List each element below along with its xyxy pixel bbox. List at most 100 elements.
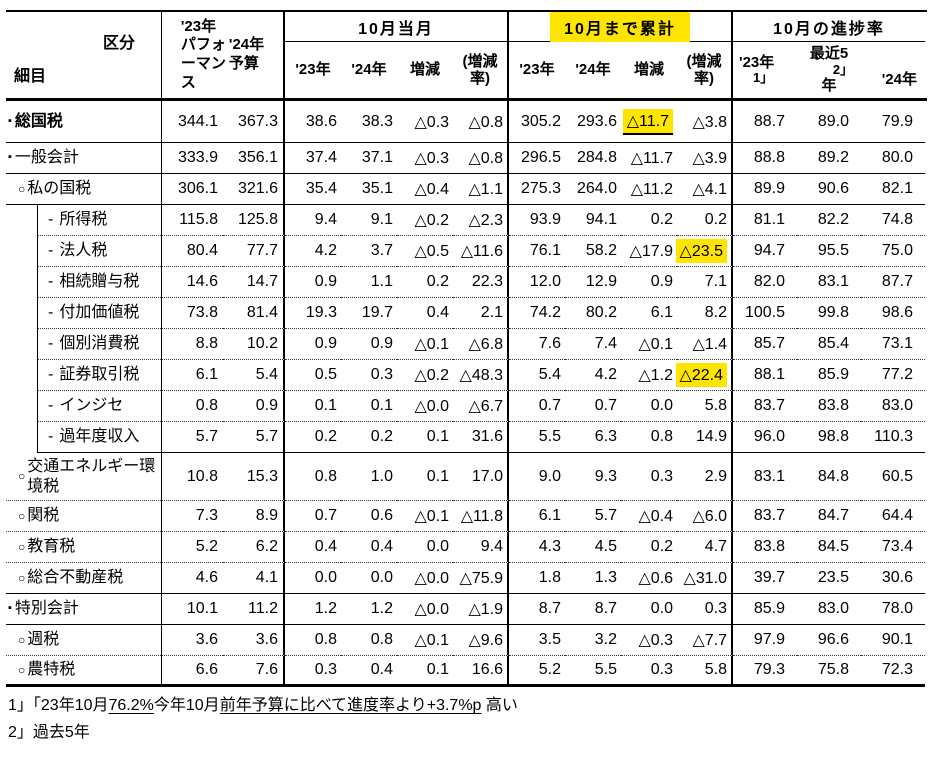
cell-budget-24: 356.1: [223, 143, 285, 174]
footnote-2: 2」過去5年: [8, 723, 90, 741]
cell-oct-2: 0.2: [397, 267, 453, 298]
cell-cum-2: △17.9: [621, 236, 677, 267]
cell-oct-2: 0.0: [397, 532, 453, 563]
cell-cum-1: 0.7: [565, 391, 621, 422]
cell-value: 0.8: [314, 631, 337, 648]
cell-oct-1: 38.3: [341, 101, 397, 143]
cell-cum-0: 9.0: [509, 453, 565, 501]
cell-value: 64.4: [881, 507, 913, 524]
cell-cum-2: △0.4: [621, 501, 677, 532]
cell-value: 5.2: [195, 538, 218, 555]
cell-value: △9.6: [468, 632, 503, 649]
cell-value: 0.0: [650, 397, 673, 414]
cell-oct-0: 0.5: [285, 360, 341, 391]
row-bullet: -: [48, 366, 54, 383]
cell-value: 14.6: [186, 273, 218, 290]
cell-value: 96.6: [817, 631, 849, 648]
cell-oct-2: △0.2: [397, 205, 453, 236]
cell-value: 0.5: [314, 366, 337, 383]
cell-value: 1.8: [538, 569, 561, 586]
cell-value: 8.7: [594, 600, 617, 617]
cell-value: 37.1: [361, 149, 393, 166]
cell-value: 7.4: [594, 335, 617, 352]
cell-value: 88.8: [753, 149, 785, 166]
cell-value: △11.2: [630, 181, 673, 198]
row-label-cell: ○ 農特税: [6, 656, 162, 687]
cell-value: 0.3: [650, 467, 673, 485]
cell-oct-2: △0.0: [397, 594, 453, 625]
cell-oct-1: 1.0: [341, 453, 397, 501]
cell-value: 4.1: [255, 569, 278, 586]
subheader-cum-y23: '23年: [519, 61, 555, 79]
cell-value: △0.0: [414, 398, 449, 415]
cell-prog-1: 84.5: [797, 532, 861, 563]
cell-oct-3: △2.3: [453, 205, 509, 236]
cell-oct-1: 1.1: [341, 267, 397, 298]
cell-oct-2: 0.4: [397, 298, 453, 329]
cell-value: 17.0: [471, 467, 503, 485]
cell-value: 8.8: [195, 335, 218, 352]
cell-value: △0.8: [468, 113, 503, 131]
cell-value: 77.2: [881, 366, 913, 383]
cell-value: △1.2: [638, 367, 673, 384]
cell-value: 284.8: [576, 149, 617, 166]
cell-cum-0: 76.1: [509, 236, 565, 267]
cell-value: 5.4: [538, 366, 561, 383]
cell-value: 0.3: [370, 366, 393, 383]
row-bullet: ○: [18, 469, 26, 483]
row-label-cell: ▪ 一般会計: [6, 143, 162, 174]
cell-value: 16.6: [471, 661, 503, 678]
row-bullet: ▪: [8, 602, 12, 615]
cell-budget-24: 4.1: [223, 563, 285, 594]
cell-perf-23: 80.4: [162, 236, 223, 267]
cell-value: 100.5: [744, 304, 785, 321]
cell-oct-3: 9.4: [453, 532, 509, 563]
subheader-prog-y24: '24年: [881, 70, 917, 88]
cell-value: 75.8: [817, 661, 849, 678]
cell-value: 5.5: [594, 661, 617, 678]
cell-value: 5.7: [255, 428, 278, 445]
cell-cum-3: 0.2: [677, 205, 733, 236]
cell-value: 93.9: [529, 211, 561, 228]
cell-prog-1: 23.5: [797, 563, 861, 594]
cell-cum-1: 6.3: [565, 422, 621, 453]
cell-value: 356.1: [237, 149, 278, 166]
cell-value: 110.3: [874, 428, 913, 445]
cell-value: 6.1: [650, 304, 673, 321]
tree-indent-line: [6, 391, 38, 422]
cell-oct-0: 38.6: [285, 101, 341, 143]
row-label: 所得税: [59, 211, 108, 228]
cell-value: △22.4: [675, 363, 727, 387]
cell-value: 0.3: [650, 661, 673, 678]
row-label: 証券取引税: [59, 366, 140, 383]
table-row: - 付加価値税 73.8 81.4 19.3 19.7 0.4 2.1 74.2 80.2 6.1 8…: [6, 298, 927, 329]
footnote-1: 1」「23年10月76.2%今年10月前年予算に比べて進度率より+3.7%p 高…: [8, 697, 518, 714]
cell-value: 3.2: [594, 631, 617, 648]
cell-prog-1: 89.2: [797, 143, 861, 174]
cell-value: 6.2: [255, 538, 278, 555]
cell-value: 0.0: [370, 569, 393, 586]
cell-value: 15.3: [246, 467, 278, 485]
cell-value: 19.3: [305, 304, 337, 321]
cell-cum-2: △0.3: [621, 625, 677, 656]
row-label-cell: ▪ 総国税: [6, 101, 162, 143]
cell-perf-23: 306.1: [162, 174, 223, 205]
cell-value: 73.1: [881, 335, 913, 352]
cell-cum-3: △7.7: [677, 625, 733, 656]
cell-oct-0: 9.4: [285, 205, 341, 236]
subheader-oct-rate: (増減 率): [453, 42, 509, 98]
subheader-oct-y23: '23年: [295, 61, 331, 79]
cell-value: 38.6: [305, 112, 337, 130]
cell-cum-0: 12.0: [509, 267, 565, 298]
cell-value: 3.5: [538, 631, 561, 648]
cell-value: 30.6: [881, 569, 913, 586]
cell-value: 0.9: [370, 335, 393, 352]
cell-budget-24: 0.9: [223, 391, 285, 422]
row-label-cell: ○ 週税: [6, 625, 162, 656]
cell-value: 5.7: [594, 507, 617, 524]
cell-value: 264.0: [576, 180, 617, 197]
cell-prog-0: 83.8: [733, 532, 797, 563]
cell-oct-1: 35.1: [341, 174, 397, 205]
cell-cum-3: 2.9: [677, 453, 733, 501]
row-label-cell: - 付加価値税: [6, 298, 162, 329]
